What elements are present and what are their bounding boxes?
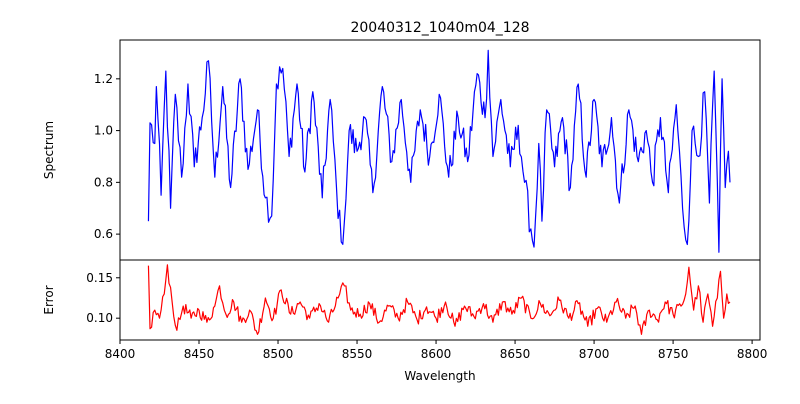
y-tick-label: 0.15 [86,271,113,285]
error-line [147,264,731,335]
y-tick-label: 0.10 [86,311,113,325]
error-y-axis-label: Error [42,285,56,314]
spectrum-y-axis-label: Spectrum [42,121,56,179]
spectrum-series [147,49,731,253]
wavelength-x-ticks: 8400 8450 8500 8550 8600 8650 8700 8750 8800 [105,340,768,361]
x-tick-label: 8750 [658,347,689,361]
x-tick-label: 8450 [184,347,215,361]
error-y-ticks: 0.10 0.15 [86,271,120,325]
y-tick-label: 1.0 [94,124,113,138]
y-tick-label: 0.8 [94,175,113,189]
x-tick-label: 8400 [105,347,136,361]
y-tick-label: 1.2 [94,72,113,86]
spectrum-line [147,49,731,253]
error-axes-frame [119,259,761,341]
x-tick-label: 8500 [263,347,294,361]
error-series [147,264,731,335]
error-panel: 0.10 0.15 8400 8450 8500 8550 8600 8650 8700 875… [42,259,768,383]
x-tick-label: 8550 [342,347,373,361]
wavelength-x-axis-label: Wavelength [404,369,475,383]
x-tick-label: 8650 [500,347,531,361]
spectrum-y-ticks: 0.6 0.8 1.0 1.2 [94,72,120,241]
y-tick-label: 0.6 [94,227,113,241]
chart-title: 20040312_1040m04_128 [350,20,529,36]
x-tick-label: 8700 [579,347,610,361]
x-tick-label: 8600 [421,347,452,361]
x-tick-label: 8800 [737,347,768,361]
